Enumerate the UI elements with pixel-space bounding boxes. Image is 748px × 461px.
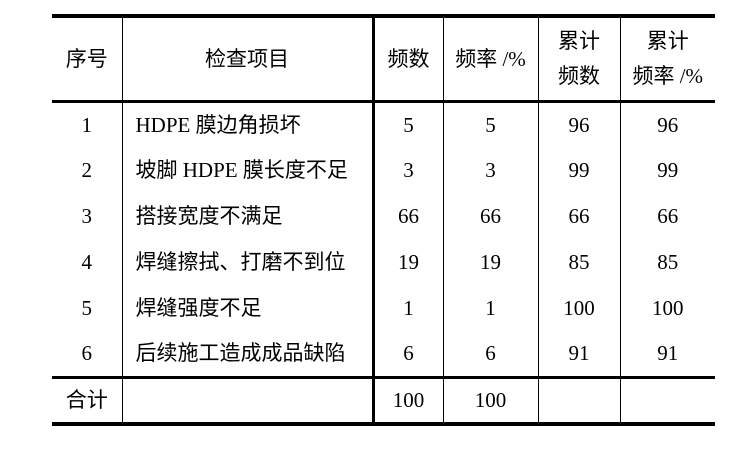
header-cum-rate-line1: 累计 [646, 29, 689, 53]
cell-cum-rate: 100 [619, 285, 715, 331]
cell-serial: 5 [81, 295, 93, 320]
cell-cum-frequency: 99 [537, 147, 620, 193]
table-row: 4 焊缝擦拭、打磨不到位 19 19 85 85 [52, 239, 715, 285]
cell-cum-rate: 85 [619, 239, 715, 285]
cell-item: 搭接宽度不满足 [121, 193, 373, 239]
cell-rate: 5 [442, 101, 538, 147]
cell-item: HDPE 膜边角损坏 [121, 101, 373, 147]
cell-rate: 6 [442, 331, 538, 377]
header-rate: 频率 /% [442, 16, 538, 103]
cell-item: 后续施工造成成品缺陷 [121, 331, 373, 377]
cell-cum-frequency: 100 [537, 285, 620, 331]
cell-rate: 1 [442, 285, 538, 331]
cell-frequency: 1 [371, 285, 443, 331]
cell-serial: 3 [81, 203, 93, 228]
table-row: 2 坡脚 HDPE 膜长度不足 3 3 99 99 [52, 147, 715, 193]
cell-frequency: 6 [371, 331, 443, 377]
table-row: 6 后续施工造成成品缺陷 6 6 91 91 [52, 331, 715, 377]
header-cum-frequency-line1: 累计 [558, 29, 600, 53]
cell-cum-frequency: 96 [537, 101, 620, 147]
cell-item: 焊缝擦拭、打磨不到位 [121, 239, 373, 285]
cell-serial: 1 [81, 112, 93, 137]
total-cum-rate [619, 375, 715, 424]
table-row: 1 HDPE 膜边角损坏 5 5 96 96 [52, 101, 715, 147]
header-cum-rate-line2: 频率 /% [632, 64, 704, 89]
cell-serial: 2 [81, 157, 93, 182]
header-cum-rate: 累计 频率 /% [619, 16, 716, 103]
total-label: 合计 [52, 375, 122, 424]
header-cum-rate-lines: 累计 频率 /% [621, 28, 716, 90]
inspection-frequency-table: 序号 检查项目 频数 频率 /% 累计 频数 累计 频率 /% [52, 14, 715, 426]
table-row: 3 搭接宽度不满足 66 66 66 66 [52, 193, 715, 239]
cell-cum-rate: 91 [619, 331, 715, 377]
cell-cum-rate: 96 [619, 101, 715, 147]
cell-rate: 19 [442, 239, 538, 285]
table-row: 5 焊缝强度不足 1 1 100 100 [52, 285, 715, 331]
cell-item: 焊缝强度不足 [121, 285, 373, 331]
cell-serial: 6 [81, 341, 93, 366]
header-serial: 序号 [52, 16, 122, 103]
cell-cum-frequency: 91 [537, 331, 620, 377]
header-cum-frequency-lines: 累计 频数 [539, 28, 620, 90]
cell-frequency: 66 [371, 193, 443, 239]
cell-frequency: 5 [371, 101, 443, 147]
header-frequency: 频数 [371, 16, 443, 103]
cell-cum-frequency: 85 [537, 239, 620, 285]
cell-rate: 3 [442, 147, 538, 193]
cell-cum-rate: 66 [619, 193, 715, 239]
total-item [121, 375, 373, 424]
cell-frequency: 19 [371, 239, 443, 285]
total-rate: 100 [442, 375, 538, 424]
cell-cum-frequency: 66 [537, 193, 620, 239]
header-item: 检查项目 [121, 16, 373, 103]
cell-item: 坡脚 HDPE 膜长度不足 [121, 147, 373, 193]
cell-frequency: 3 [371, 147, 443, 193]
total-row: 合计 100 100 [52, 375, 715, 424]
header-row: 序号 检查项目 频数 频率 /% 累计 频数 累计 频率 /% [52, 16, 716, 103]
total-cum-frequency [537, 375, 620, 424]
total-frequency: 100 [371, 375, 443, 424]
header-cum-frequency-line2: 频数 [558, 64, 600, 89]
cell-serial: 4 [81, 249, 93, 274]
cell-rate: 66 [442, 193, 538, 239]
header-cum-frequency: 累计 频数 [537, 16, 620, 103]
cell-cum-rate: 99 [619, 147, 715, 193]
